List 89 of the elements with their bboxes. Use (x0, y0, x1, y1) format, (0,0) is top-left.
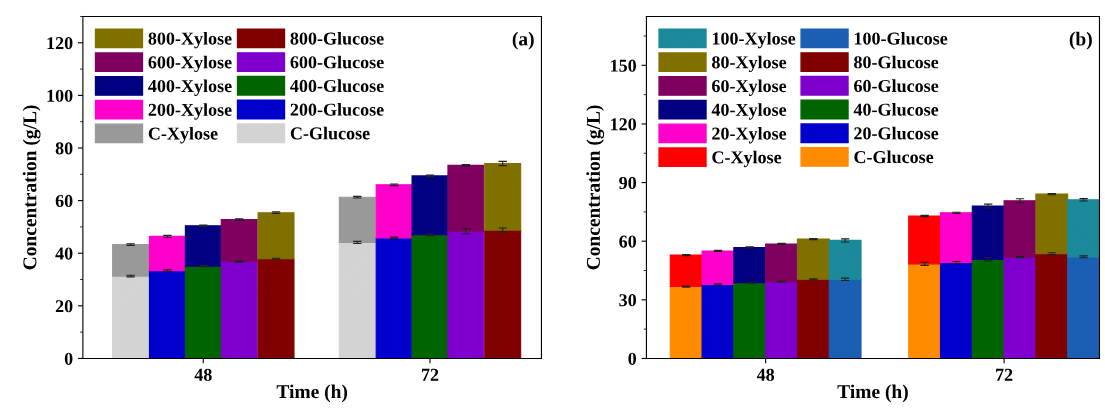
bar (184, 225, 222, 267)
bar (375, 237, 413, 359)
y-axis-title: Concentration (g/L) (586, 105, 605, 270)
y-tick-label: 30 (619, 294, 637, 307)
legend-label: C-Xylose (712, 150, 782, 168)
y-tick-label: 150 (611, 59, 637, 72)
legend-label: 40-Glucose (853, 103, 939, 116)
legend-label: C-Glucose (854, 150, 934, 164)
bar (338, 241, 376, 359)
y-tick-label: 120 (47, 37, 73, 50)
bar (148, 270, 186, 359)
bar (257, 212, 295, 260)
legend-label: 40-Xylose (711, 103, 787, 120)
bar (908, 263, 942, 359)
bar (669, 254, 703, 288)
bar (411, 234, 449, 359)
legend-label: 80-Xylose (712, 55, 787, 73)
bar (939, 261, 973, 359)
bar (765, 281, 798, 359)
legend-label: C-Glucose (290, 126, 370, 140)
annotation: (a) (512, 31, 534, 50)
bar (338, 196, 376, 243)
bar (828, 278, 862, 359)
legend-label: C-Xylose (148, 126, 218, 144)
bar (796, 238, 830, 280)
bar (908, 215, 942, 265)
y-tick-label: 20 (55, 300, 73, 313)
legend-label: 20-Xylose (712, 126, 787, 144)
bar (375, 184, 413, 239)
bar (828, 239, 862, 280)
legend-label: 80-Glucose (854, 55, 939, 69)
x-axis-title: Time (h) (276, 384, 348, 403)
y-tick-label: 120 (611, 118, 637, 131)
bar (939, 212, 973, 264)
bar (1035, 193, 1069, 255)
bar (447, 230, 485, 359)
bar (971, 258, 1005, 359)
legend-label: 400-Glucose (290, 79, 384, 93)
bar (765, 243, 798, 283)
bar (220, 260, 258, 359)
x-axis-title: Time (h) (837, 384, 908, 403)
bar (701, 250, 735, 285)
bar (484, 229, 522, 359)
y-tick-label: 100 (47, 89, 73, 102)
bar (701, 283, 735, 359)
legend-label: 100-Glucose (854, 31, 948, 45)
bar (1003, 200, 1037, 258)
legend-label: 600-Glucose (290, 55, 384, 69)
x-tick-label: 72 (422, 368, 439, 381)
bar (733, 246, 767, 284)
y-axis-title: Concentration (g/L) (22, 105, 41, 270)
y-tick-label: 40 (55, 247, 73, 260)
x-tick-label: 48 (756, 368, 775, 381)
legend-label: 60-Xylose (712, 79, 787, 96)
legend-label: 60-Glucose (854, 79, 939, 93)
legend-label: 800-Xylose (148, 31, 232, 49)
bar (112, 275, 150, 359)
y-tick-label: 0 (628, 352, 637, 365)
bar (447, 164, 485, 232)
bar (1035, 253, 1069, 359)
legend-label: 100-Xylose (712, 31, 796, 49)
bar (669, 285, 703, 359)
bar (971, 205, 1005, 260)
y-tick-label: 80 (55, 142, 73, 155)
legend-label: 200-Xylose (148, 103, 232, 120)
legend-label: 800-Glucose (290, 31, 384, 45)
bar (184, 265, 222, 359)
x-tick-label: 72 (996, 368, 1013, 381)
y-tick-label: 60 (55, 194, 73, 208)
y-tick-label: 0 (64, 352, 73, 365)
bar (796, 278, 830, 359)
legend-label: 400-Xylose (148, 79, 232, 96)
bar (733, 282, 767, 359)
bar (1067, 256, 1100, 359)
bar (257, 258, 295, 359)
bar (484, 162, 522, 231)
legend-label: 600-Xylose (148, 55, 232, 73)
bar (220, 218, 258, 262)
x-tick-label: 48 (194, 368, 212, 381)
annotation: (b) (1069, 31, 1092, 50)
bar (112, 243, 150, 277)
legend-label: 20-Glucose (854, 126, 939, 140)
bar (1003, 256, 1037, 359)
y-tick-label: 60 (619, 235, 637, 248)
bar (411, 175, 449, 236)
bar (148, 235, 186, 272)
y-tick-label: 90 (619, 176, 637, 190)
legend-label: 200-Glucose (290, 103, 384, 116)
bar (1067, 199, 1100, 258)
